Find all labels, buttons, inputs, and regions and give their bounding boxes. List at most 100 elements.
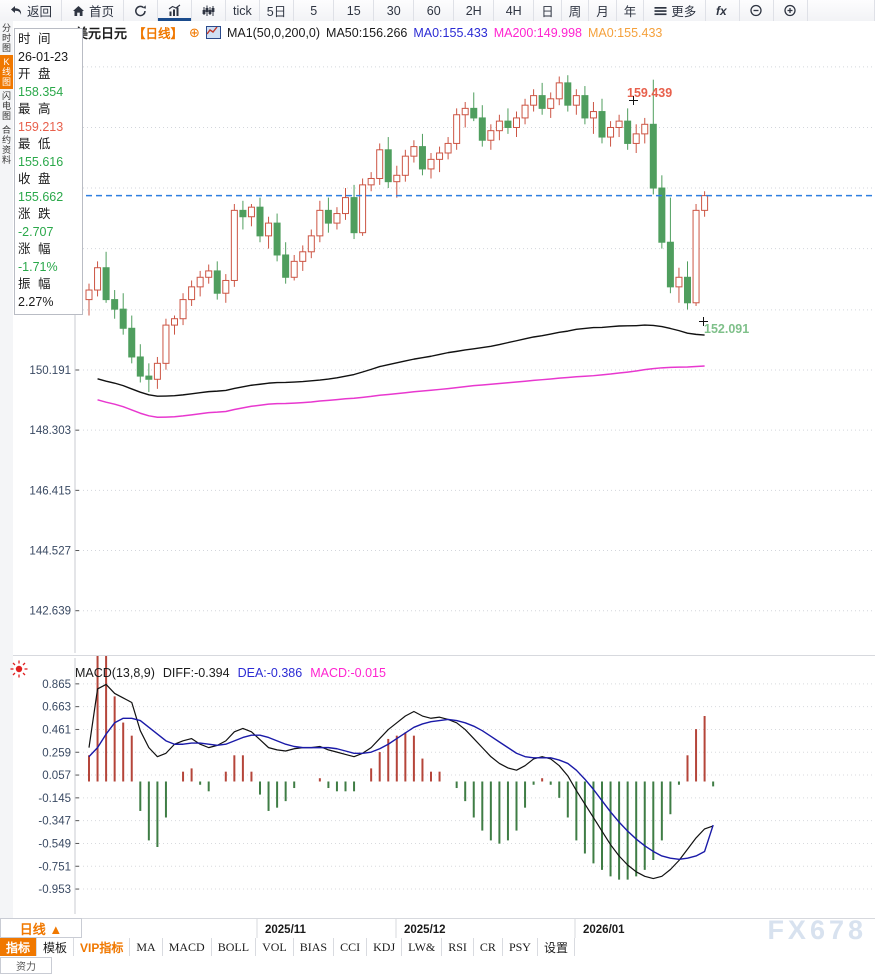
period-year-button[interactable]: 年 bbox=[617, 0, 645, 21]
quote-label-1: 开 盘 bbox=[18, 67, 53, 81]
indicator-rsi[interactable]: RSI bbox=[442, 938, 474, 956]
indicator-vol[interactable]: VOL bbox=[256, 938, 294, 956]
back-button[interactable]: 返回 bbox=[0, 0, 63, 21]
period-day-button-label: 日 bbox=[541, 5, 554, 19]
main-chart-pane[interactable]: 美元日元 【日线】 ⊕ MA1(50,0,200,0) MA50:156.266… bbox=[13, 21, 875, 656]
ma-formula: MA1(50,0,200,0) bbox=[226, 25, 321, 40]
quote-value-0: 26-01-23 bbox=[18, 49, 69, 64]
period-60min-button-label: 60 bbox=[426, 3, 441, 18]
candlestick-chart[interactable]: 152.079150.191148.303146.415144.527142.6… bbox=[13, 21, 875, 655]
period-day-button[interactable]: 日 bbox=[534, 0, 562, 21]
quote-info-box: 时 间 26-01-23 开 盘 158.354 最 高 159.213 最 低 155.61… bbox=[14, 28, 83, 315]
chart-header: 美元日元 【日线】 ⊕ MA1(50,0,200,0) MA50:156.266… bbox=[75, 23, 662, 42]
quote-value-6: -1.71% bbox=[18, 259, 58, 274]
quote-label-2: 最 高 bbox=[18, 102, 53, 116]
svg-text:144.527: 144.527 bbox=[29, 546, 71, 558]
period-4h-button[interactable]: 4H bbox=[494, 0, 535, 21]
low-price-annotation: 152.091 bbox=[704, 322, 750, 336]
toolbar-spacer bbox=[808, 0, 875, 21]
indicator--[interactable]: 设置 bbox=[538, 938, 575, 956]
quote-value-7: 2.27% bbox=[18, 294, 54, 309]
cycle-label: 【日线】 bbox=[133, 27, 184, 41]
quote-label-6: 涨 幅 bbox=[18, 242, 53, 256]
refresh-button[interactable] bbox=[124, 0, 159, 21]
symbol-name: 美元日元 bbox=[75, 26, 128, 41]
svg-text:0.865: 0.865 bbox=[42, 679, 71, 691]
macd-chart[interactable]: 0.865 0.663 0.461 0.259 0.057 -0.145 -0.347 -0.… bbox=[13, 656, 875, 918]
period-60min-button[interactable]: 60 bbox=[414, 0, 455, 21]
indicator-macd[interactable]: MACD bbox=[163, 938, 212, 956]
svg-text:-0.145: -0.145 bbox=[38, 793, 71, 805]
fx-icon: fx bbox=[716, 4, 728, 18]
svg-text:0.259: 0.259 bbox=[42, 747, 71, 759]
svg-text:fx: fx bbox=[716, 4, 728, 18]
function-button[interactable]: fx bbox=[706, 0, 741, 21]
side-tab-2[interactable]: 闪电图 bbox=[1, 91, 11, 121]
period-4h-button-label: 4H bbox=[505, 3, 522, 18]
period-5day-button-label: 5日 bbox=[266, 5, 287, 19]
quote-label-7: 振 幅 bbox=[18, 277, 53, 291]
indicator-chart-button[interactable] bbox=[192, 0, 227, 21]
indicator--[interactable]: 模板 bbox=[37, 938, 75, 956]
bottom-corner-label[interactable]: 资力 bbox=[0, 957, 52, 974]
svg-text:-0.347: -0.347 bbox=[38, 816, 71, 828]
indicator-kdj[interactable]: KDJ bbox=[367, 938, 403, 956]
high-price-annotation: 159.439 bbox=[627, 86, 673, 100]
period-15min-button[interactable]: 15 bbox=[334, 0, 375, 21]
left-tab-strip: 分时图 K线图闪电图合约资料 bbox=[0, 21, 14, 953]
bottom-strip bbox=[0, 956, 875, 974]
ma-indicator-icon[interactable] bbox=[205, 26, 221, 39]
svg-text:0.057: 0.057 bbox=[42, 770, 71, 782]
top-toolbar: 返回 首页 tick 5日 5 15 30 60 2H 4H 日周月年 更多 fx bbox=[0, 0, 875, 22]
period-5day-button[interactable]: 5日 bbox=[260, 0, 295, 21]
indicator-lw-[interactable]: LW& bbox=[402, 938, 443, 956]
cycle-selector-button[interactable]: 日线 ▲ bbox=[0, 918, 82, 938]
kline-chart-button[interactable] bbox=[158, 0, 193, 21]
svg-text:148.303: 148.303 bbox=[29, 425, 71, 437]
crosshair-target-icon[interactable]: ⊕ bbox=[189, 24, 200, 40]
indicator-boll[interactable]: BOLL bbox=[212, 938, 257, 956]
macd-header: MACD(13,8,9) DIFF:-0.394 DEA:-0.386 MACD… bbox=[75, 666, 386, 680]
zoom-in-button[interactable] bbox=[774, 0, 809, 21]
side-tab-1[interactable]: K线图 bbox=[0, 55, 13, 89]
indicator-vip-[interactable]: VIP指标 bbox=[74, 938, 131, 956]
indicator-cci[interactable]: CCI bbox=[334, 938, 368, 956]
period-2h-button[interactable]: 2H bbox=[454, 0, 495, 21]
home-button[interactable]: 首页 bbox=[62, 0, 125, 21]
tick-button[interactable]: tick bbox=[226, 0, 260, 21]
period-week-button[interactable]: 周 bbox=[562, 0, 590, 21]
period-month-button-label: 月 bbox=[596, 5, 609, 19]
period-month-button[interactable]: 月 bbox=[589, 0, 617, 21]
period-30min-button[interactable]: 30 bbox=[374, 0, 415, 21]
refresh-icon bbox=[135, 4, 146, 16]
indicator--[interactable]: 指标 bbox=[0, 938, 38, 956]
macd-pane[interactable]: MACD(13,8,9) DIFF:-0.394 DEA:-0.386 MACD… bbox=[13, 656, 875, 918]
macd-macd-value: MACD:-0.015 bbox=[310, 666, 386, 680]
period-30min-button-label: 30 bbox=[386, 3, 401, 18]
zoom-out-icon bbox=[750, 4, 762, 16]
quote-label-0: 时 间 bbox=[18, 32, 53, 46]
quote-value-2: 159.213 bbox=[18, 119, 64, 134]
zoom-in-icon bbox=[784, 4, 796, 16]
quote-label-3: 最 低 bbox=[18, 137, 53, 151]
back-button-label: 返回 bbox=[27, 5, 53, 19]
period-15min-button-label: 15 bbox=[346, 3, 361, 18]
more-button[interactable]: 更多 bbox=[644, 0, 707, 21]
macd-diff-value: DIFF:-0.394 bbox=[162, 666, 230, 680]
indicator-psy[interactable]: PSY bbox=[503, 938, 538, 956]
macd-dea-value: DEA:-0.386 bbox=[237, 666, 303, 680]
period-2h-button-label: 2H bbox=[465, 3, 482, 18]
side-tab-0[interactable]: 分时图 bbox=[1, 23, 11, 53]
zoom-out-button[interactable] bbox=[740, 0, 775, 21]
indicator-ma[interactable]: MA bbox=[130, 938, 163, 956]
indicator-cr[interactable]: CR bbox=[474, 938, 503, 956]
svg-text:-0.751: -0.751 bbox=[38, 861, 71, 873]
quote-value-5: -2.707 bbox=[18, 224, 54, 239]
tick-button-label: tick bbox=[233, 3, 252, 18]
side-tab-3[interactable]: 合约资料 bbox=[1, 125, 11, 165]
sun-settings-icon[interactable] bbox=[9, 659, 29, 679]
indicator-bias[interactable]: BIAS bbox=[294, 938, 335, 956]
period-5min-button[interactable]: 5 bbox=[294, 0, 335, 21]
ma200-value: MA200:149.998 bbox=[493, 25, 582, 40]
high-marker-icon bbox=[629, 96, 638, 105]
